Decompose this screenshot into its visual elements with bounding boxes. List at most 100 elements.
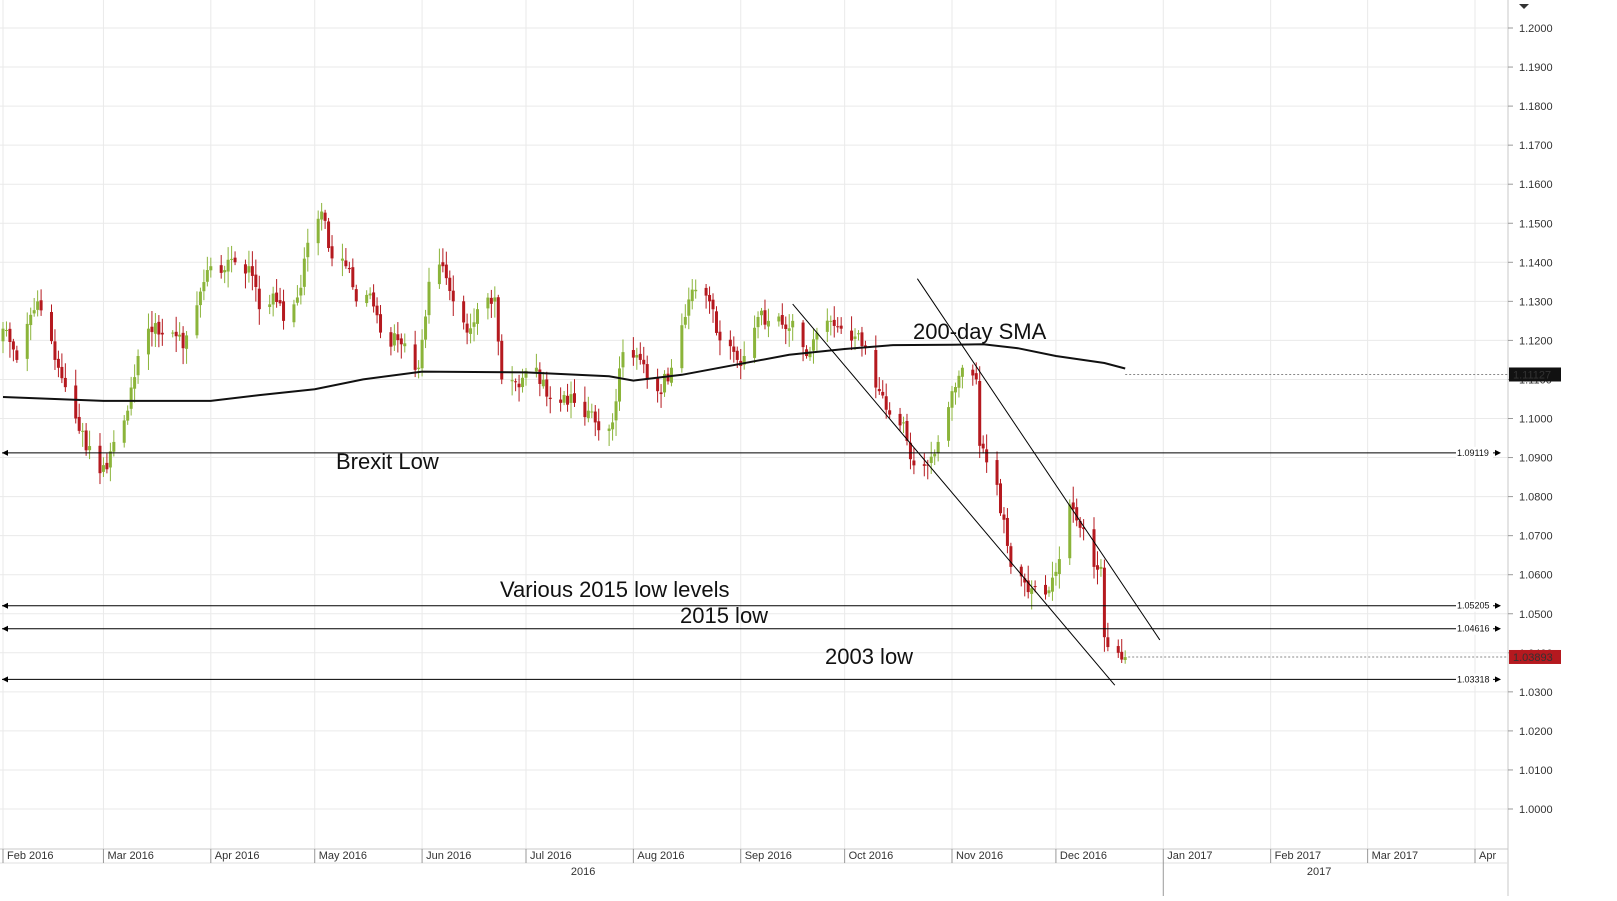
level-label-bg bbox=[1456, 673, 1493, 686]
candle-body bbox=[437, 264, 441, 285]
candle-body bbox=[323, 212, 327, 221]
candle-body bbox=[874, 350, 878, 388]
candle-body bbox=[368, 293, 372, 296]
candle-body bbox=[663, 373, 667, 393]
candle-body bbox=[282, 301, 286, 321]
candle-body bbox=[420, 339, 424, 369]
candle-body bbox=[486, 297, 490, 309]
candle-body bbox=[541, 379, 545, 387]
candle-body bbox=[271, 293, 275, 305]
candle-body bbox=[708, 294, 712, 302]
candle-body bbox=[327, 221, 331, 249]
candle-body bbox=[1095, 565, 1099, 570]
candle-body bbox=[753, 327, 757, 358]
channel-line bbox=[792, 303, 1116, 686]
candle-body bbox=[728, 339, 732, 347]
x-tick-label: Jun 2016 bbox=[426, 850, 471, 862]
y-tick-label: 1.0300 bbox=[1519, 687, 1553, 699]
candle-body bbox=[247, 266, 251, 273]
candle-body bbox=[635, 355, 639, 358]
candle-body bbox=[1120, 651, 1124, 660]
candle-body bbox=[1082, 527, 1086, 530]
candle-body bbox=[981, 443, 985, 449]
annotation-2003-low: 2003 low bbox=[825, 644, 913, 669]
x-tick-label: Sep 2016 bbox=[745, 850, 792, 862]
candle-body bbox=[25, 323, 29, 359]
x-tick-label: Apr 2016 bbox=[215, 850, 260, 862]
candle-body bbox=[451, 290, 455, 302]
candle-body bbox=[53, 341, 57, 360]
candle-body bbox=[178, 334, 182, 337]
candle-body bbox=[763, 310, 767, 325]
candle-body bbox=[465, 323, 469, 333]
candle-body bbox=[801, 322, 805, 348]
level-arrow-left-icon bbox=[2, 449, 8, 456]
current-price-tag-label: 1.03893 bbox=[1513, 652, 1553, 664]
candle-body bbox=[1030, 588, 1034, 594]
candle-body bbox=[566, 395, 570, 405]
candle-body bbox=[202, 282, 206, 292]
candle-body bbox=[295, 297, 299, 303]
candle-body bbox=[957, 375, 961, 388]
candle-body bbox=[853, 336, 857, 339]
candle-body bbox=[586, 410, 590, 419]
candle-body bbox=[960, 367, 964, 377]
candle-body bbox=[379, 314, 383, 333]
candle-body bbox=[250, 266, 254, 276]
y-tick-label: 1.0000 bbox=[1519, 804, 1553, 816]
candle-body bbox=[562, 395, 566, 403]
y-tick-label: 1.0900 bbox=[1519, 453, 1553, 465]
candle-body bbox=[185, 335, 189, 349]
candle-body bbox=[226, 259, 230, 272]
candle-body bbox=[316, 218, 320, 244]
candle-body bbox=[84, 430, 88, 451]
candle-body bbox=[230, 258, 234, 260]
candle-body bbox=[88, 446, 92, 451]
candle-body bbox=[153, 323, 157, 334]
candle-body bbox=[614, 401, 618, 421]
candle-body bbox=[417, 367, 421, 369]
candle-body bbox=[683, 316, 687, 325]
candle-body bbox=[666, 373, 670, 382]
candle-body bbox=[63, 377, 67, 388]
candle-body bbox=[711, 299, 715, 310]
candle-body bbox=[732, 346, 736, 352]
candle-body bbox=[694, 289, 698, 292]
y-tick-label: 1.1300 bbox=[1519, 296, 1553, 308]
candle-body bbox=[618, 368, 622, 402]
candle-body bbox=[1092, 529, 1096, 567]
candle-body bbox=[974, 373, 978, 380]
candle-body bbox=[448, 277, 452, 292]
candle-body bbox=[524, 370, 528, 378]
y-tick-label: 1.1400 bbox=[1519, 257, 1553, 269]
candle-body bbox=[136, 356, 140, 376]
candle-body bbox=[1044, 584, 1048, 595]
candle-body bbox=[372, 292, 376, 307]
candle-body bbox=[223, 270, 227, 273]
candle-body bbox=[1009, 546, 1013, 567]
candle-body bbox=[947, 407, 951, 441]
candle-body bbox=[399, 338, 403, 345]
candle-body bbox=[687, 299, 691, 316]
candle-body bbox=[791, 320, 795, 328]
candle-body bbox=[8, 328, 12, 342]
candle-body bbox=[856, 333, 860, 335]
candle-body bbox=[811, 339, 815, 351]
level-label: 1.04616 bbox=[1457, 624, 1490, 634]
candle-body bbox=[808, 351, 812, 358]
candle-body bbox=[922, 464, 926, 466]
candle-body bbox=[320, 211, 324, 220]
level-arrow-right-icon bbox=[1495, 449, 1501, 456]
x-tick-label: Oct 2016 bbox=[849, 850, 894, 862]
candle-body bbox=[351, 267, 355, 288]
collapse-arrow-icon bbox=[1519, 4, 1529, 9]
candle-body bbox=[444, 264, 448, 279]
candle-body bbox=[1102, 567, 1106, 638]
y-tick-label: 1.0800 bbox=[1519, 492, 1553, 504]
candle-body bbox=[607, 428, 611, 431]
candle-body bbox=[49, 312, 53, 342]
candle-body bbox=[347, 267, 351, 270]
level-arrow-right-icon bbox=[1495, 625, 1501, 632]
candle-body bbox=[275, 292, 279, 302]
